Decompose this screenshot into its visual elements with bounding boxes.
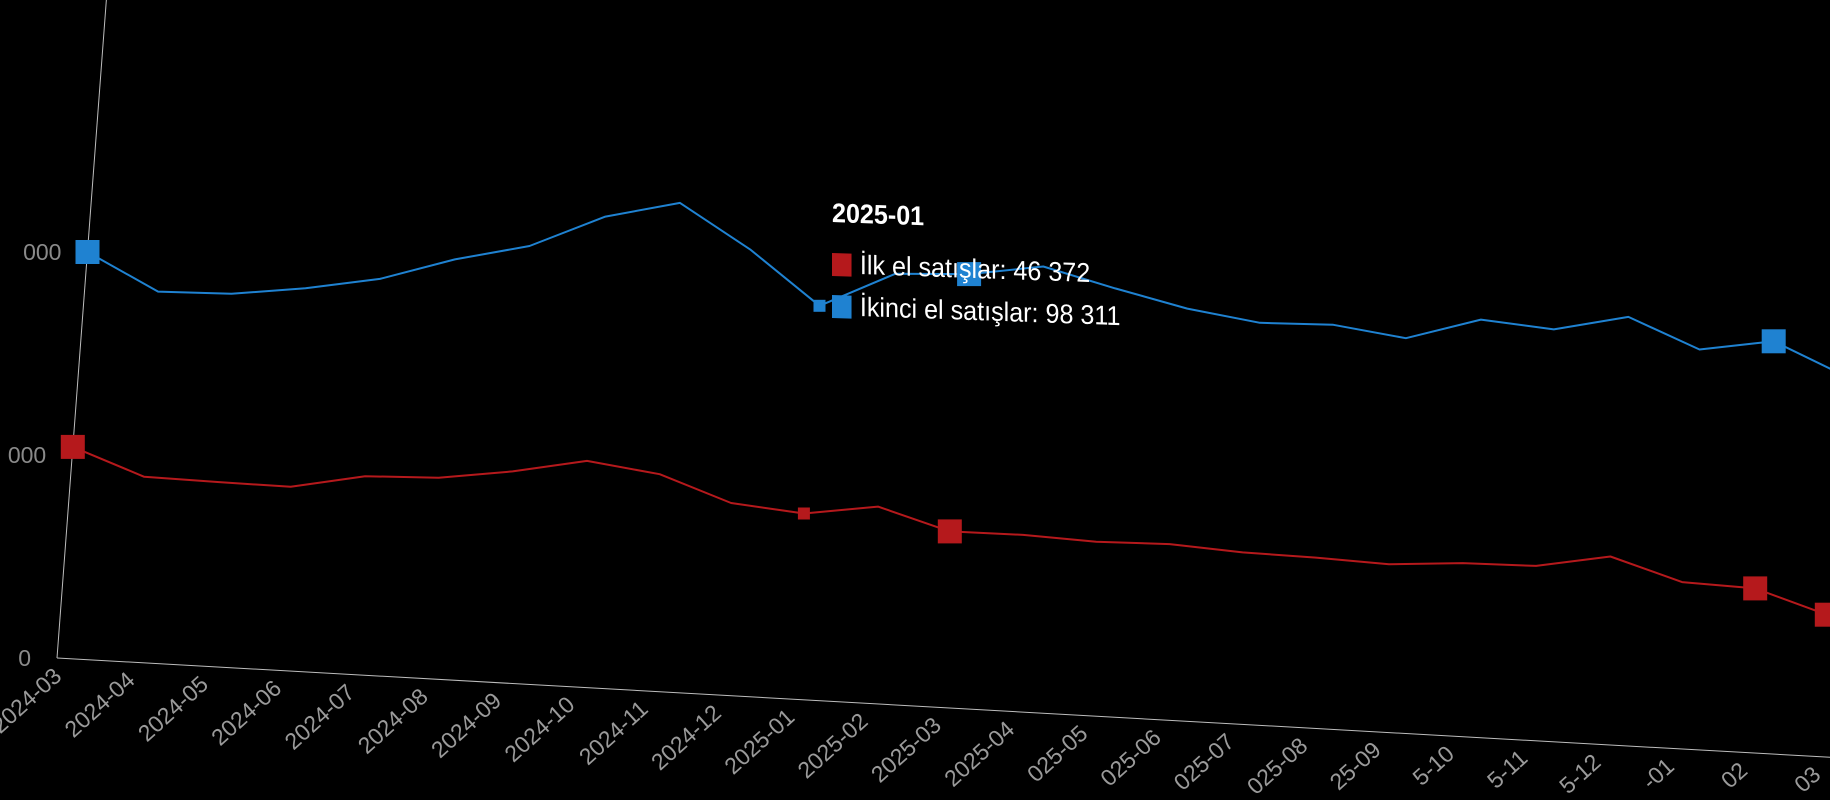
- tooltip-separator: :: [999, 254, 1014, 285]
- x-tick-label: 025-06: [1095, 724, 1166, 791]
- x-tick-label: 025-07: [1169, 728, 1240, 795]
- x-tick-label: -01: [1637, 753, 1679, 795]
- x-tick-label: 2024-08: [353, 683, 433, 759]
- tooltip-swatch-first-hand: [832, 252, 852, 277]
- x-tick-label: 2024-05: [133, 671, 213, 747]
- data-point-marker[interactable]: [60, 434, 85, 459]
- x-tick-label: 5-12: [1554, 749, 1606, 799]
- x-axis-line: [56, 657, 1830, 758]
- y-tick-label: 000: [23, 239, 61, 265]
- series-markers[interactable]: [60, 240, 1830, 627]
- tooltip-value-second-hand: 98 311: [1045, 297, 1121, 331]
- tooltip-label-second-hand: İkinci el satışlar: [859, 291, 1032, 328]
- data-point-marker[interactable]: [813, 299, 826, 312]
- x-tick-label: 2024-07: [279, 679, 359, 755]
- x-tick-label: 2024-03: [0, 662, 66, 738]
- x-tick-label: 2024-10: [499, 691, 579, 767]
- x-tick-label: 5-11: [1482, 744, 1532, 793]
- x-tick-label: 2025-01: [719, 703, 799, 779]
- y-tick-label: 0: [18, 645, 31, 671]
- tooltip-value-first-hand: 46 372: [1013, 254, 1091, 288]
- x-tick-label: 2025-04: [939, 716, 1019, 792]
- x-tick-label: 2025-03: [866, 712, 946, 788]
- chart-tooltip: 2025-01 İlk el satışlar: 46 372 İkinci e…: [832, 198, 1120, 337]
- x-tick-label: 25-09: [1325, 736, 1386, 795]
- y-axis-line: [56, 0, 107, 659]
- x-tick-label: 03: [1789, 761, 1825, 797]
- data-point-marker[interactable]: [1814, 602, 1830, 627]
- x-tick-label: 025-08: [1242, 732, 1313, 799]
- data-point-marker[interactable]: [957, 262, 982, 287]
- x-tick-label: 2025-02: [793, 708, 873, 784]
- x-tick-label: 2024-11: [574, 695, 653, 770]
- x-tick-label: 025-05: [1022, 720, 1093, 787]
- data-point-marker[interactable]: [1761, 329, 1786, 354]
- y-tick-label: 000: [8, 442, 46, 468]
- data-point-marker[interactable]: [1743, 576, 1768, 601]
- data-point-marker[interactable]: [937, 519, 962, 544]
- data-point-marker[interactable]: [75, 240, 100, 264]
- tooltip-separator: :: [1031, 297, 1046, 328]
- x-tick-label: 2024-04: [60, 666, 140, 742]
- axes: [56, 0, 1830, 758]
- data-point-marker[interactable]: [797, 507, 810, 520]
- x-tick-label: 02: [1716, 757, 1752, 793]
- x-tick-label: 2024-12: [646, 699, 726, 775]
- tooltip-label-first-hand: İlk el satışlar: [859, 249, 1000, 285]
- x-axis-ticks: 2024-032024-042024-052024-062024-072024-…: [0, 662, 1826, 799]
- x-tick-label: 5-10: [1407, 740, 1459, 790]
- x-tick-label: 2024-06: [206, 675, 286, 751]
- tooltip-swatch-second-hand: [832, 294, 852, 319]
- x-tick-label: 2024-09: [426, 687, 506, 763]
